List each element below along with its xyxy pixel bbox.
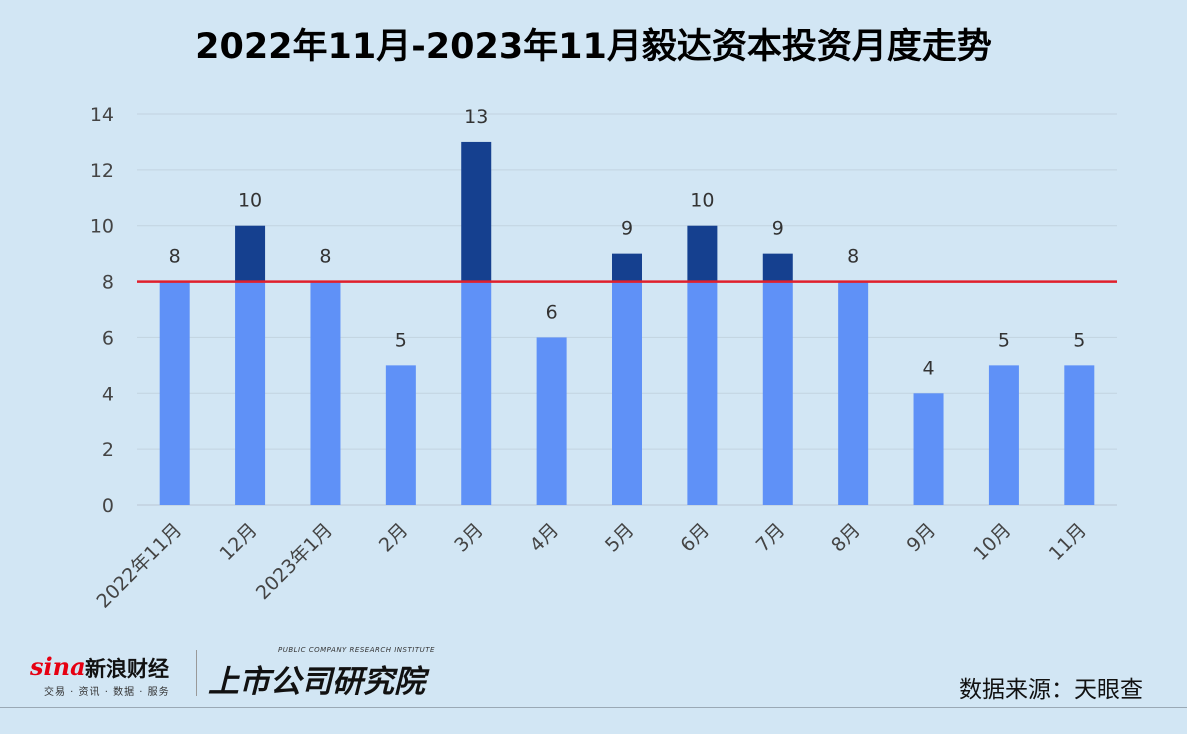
- bar: [385, 365, 416, 505]
- data-label: 5: [998, 329, 1010, 351]
- y-tick-label: 14: [90, 104, 114, 126]
- footer-divider: [0, 707, 1187, 708]
- bar-above-reference: [762, 253, 793, 282]
- x-tick-label: 2月: [375, 519, 413, 557]
- data-source: 数据来源：天眼查: [959, 677, 1143, 703]
- sina-finance-name: 新浪财经: [85, 657, 169, 681]
- bar: [536, 337, 567, 505]
- bar: [988, 365, 1019, 505]
- data-label: 8: [847, 246, 859, 268]
- data-label: 6: [546, 301, 558, 323]
- data-label: 4: [922, 357, 934, 379]
- chart-title: 2022年11月-2023年11月毅达资本投资月度走势: [195, 27, 992, 67]
- sina-finance-logo: sina 新浪财经 交易 · 资讯 · 数据 · 服务: [30, 648, 190, 698]
- y-tick-label: 0: [102, 495, 114, 517]
- x-tick-label: 7月: [752, 519, 790, 557]
- y-tick-label: 12: [90, 160, 114, 182]
- bar: [159, 281, 190, 505]
- logo-divider: [196, 650, 197, 696]
- data-label: 8: [169, 246, 181, 268]
- data-label: 10: [690, 190, 714, 212]
- x-tick-label: 9月: [903, 519, 941, 557]
- sina-wordmark: sina: [30, 652, 86, 681]
- y-tick-label: 2: [102, 439, 114, 461]
- y-tick-label: 4: [102, 383, 114, 405]
- bar: [1064, 365, 1095, 505]
- x-tick-label: 12月: [216, 519, 262, 565]
- data-label: 5: [395, 329, 407, 351]
- bar: [612, 281, 642, 505]
- x-tick-label: 8月: [827, 519, 865, 557]
- data-label: 9: [621, 218, 633, 240]
- sina-tagline: 交易 · 资讯 · 数据 · 服务: [44, 687, 170, 698]
- x-tick-label: 4月: [526, 519, 564, 557]
- bar: [310, 281, 341, 505]
- bar: [235, 281, 266, 505]
- x-tick-label: 6月: [676, 519, 714, 557]
- data-label: 10: [238, 190, 262, 212]
- data-label: 13: [464, 106, 488, 128]
- data-label: 5: [1073, 329, 1085, 351]
- bar-above-reference: [612, 253, 642, 282]
- data-label: 9: [772, 218, 784, 240]
- bar: [838, 281, 869, 505]
- x-tick-label: 10月: [969, 519, 1015, 565]
- bar: [913, 393, 944, 505]
- bar: [687, 281, 718, 505]
- x-tick-label: 2022年11月: [93, 519, 187, 613]
- bar-above-reference: [687, 225, 718, 282]
- bar-above-reference: [235, 225, 266, 282]
- institute-english-name: PUBLIC COMPANY RESEARCH INSTITUTE: [278, 646, 435, 654]
- x-tick-label: 5月: [601, 519, 639, 557]
- research-institute-logo: PUBLIC COMPANY RESEARCH INSTITUTE 上市公司研究…: [208, 646, 438, 701]
- x-tick-label: 2023年1月: [252, 519, 337, 604]
- bars: [159, 141, 1095, 505]
- bar-above-reference: [461, 141, 492, 282]
- institute-chinese-name: 上市公司研究院: [208, 664, 425, 700]
- x-tick-label: 3月: [450, 519, 488, 557]
- y-tick-label: 8: [102, 272, 114, 294]
- data-label: 8: [319, 246, 331, 268]
- bar: [762, 281, 793, 505]
- y-tick-label: 10: [90, 216, 114, 238]
- bar-chart: 0 2 4 6 8 10 12 14 8 2022年11月 10 12月 8 2023年1月 5 2月 13 3月…: [90, 104, 1117, 613]
- y-tick-label: 6: [102, 327, 114, 349]
- x-tick-label: 11月: [1045, 519, 1091, 565]
- bar: [461, 281, 492, 505]
